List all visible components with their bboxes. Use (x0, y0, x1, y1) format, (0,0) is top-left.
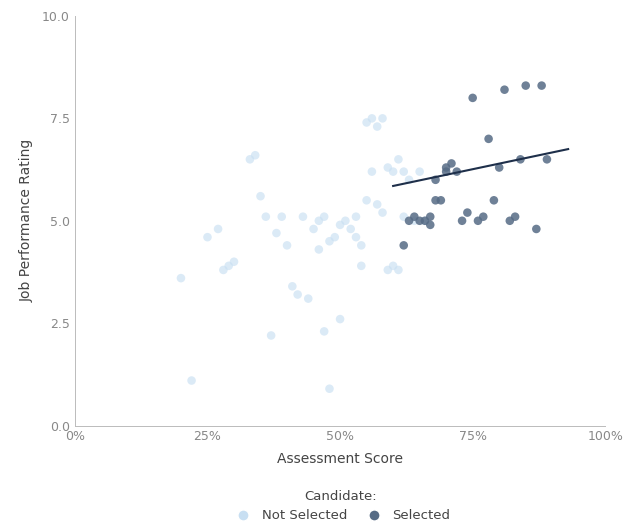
Point (399, 168, 409, 176)
Point (229, 257, 239, 266)
Point (473, 217, 483, 225)
Point (282, 241, 292, 250)
Point (499, 86, 509, 94)
Point (494, 163, 504, 172)
Point (314, 217, 324, 225)
Point (314, 245, 324, 254)
Point (356, 262, 366, 270)
X-axis label: Assessment Score: Assessment Score (277, 452, 403, 466)
Point (505, 217, 515, 225)
Point (187, 376, 197, 385)
Point (303, 294, 313, 303)
Point (362, 118, 372, 127)
Point (388, 168, 398, 176)
Point (431, 176, 441, 184)
Point (414, 217, 424, 225)
Point (335, 315, 345, 323)
Point (399, 241, 409, 250)
Point (409, 212, 419, 221)
Point (537, 81, 547, 90)
Point (404, 176, 414, 184)
Point (271, 229, 281, 237)
Point (542, 155, 552, 164)
Point (446, 159, 456, 168)
Point (287, 282, 297, 290)
Point (393, 155, 403, 164)
Point (351, 233, 361, 242)
Point (441, 163, 451, 172)
Point (383, 265, 393, 274)
Point (298, 212, 308, 221)
Point (420, 217, 430, 225)
Point (293, 290, 303, 299)
Point (520, 81, 530, 90)
Point (367, 114, 377, 123)
Point (202, 233, 212, 242)
Point (462, 209, 472, 217)
Point (213, 225, 223, 233)
Point (362, 196, 372, 205)
Point (489, 196, 499, 205)
Point (478, 212, 488, 221)
Point (218, 265, 228, 274)
Point (431, 196, 441, 205)
Point (319, 327, 329, 336)
Point (324, 237, 334, 246)
Point (404, 217, 414, 225)
Point (319, 212, 329, 221)
Point (261, 212, 271, 221)
Point (372, 122, 382, 131)
Point (266, 331, 276, 340)
Point (484, 135, 494, 143)
Point (378, 209, 388, 217)
Point (452, 168, 462, 176)
Point (457, 217, 467, 225)
Legend: Not Selected, Selected: Not Selected, Selected (230, 489, 450, 522)
Point (441, 168, 451, 176)
Point (250, 151, 260, 160)
Point (324, 385, 334, 393)
Point (346, 225, 356, 233)
Point (223, 262, 233, 270)
Point (367, 168, 377, 176)
Point (329, 233, 339, 242)
Point (256, 192, 266, 201)
Point (426, 212, 436, 221)
Point (245, 155, 255, 164)
Y-axis label: Job Performance Rating: Job Performance Rating (20, 139, 34, 302)
Point (378, 114, 388, 123)
Point (399, 212, 409, 221)
Point (531, 225, 541, 233)
Point (276, 212, 286, 221)
Point (383, 163, 393, 172)
Point (335, 221, 345, 229)
Point (388, 262, 398, 270)
Point (467, 94, 477, 102)
Point (420, 217, 430, 225)
Point (176, 274, 186, 282)
Point (426, 221, 436, 229)
Point (409, 217, 419, 225)
Point (351, 212, 361, 221)
Point (372, 200, 382, 209)
Point (515, 155, 525, 164)
Point (510, 212, 520, 221)
Point (393, 265, 403, 274)
Point (356, 241, 366, 250)
Point (308, 225, 318, 233)
Point (436, 196, 446, 205)
Point (341, 217, 351, 225)
Point (414, 168, 424, 176)
